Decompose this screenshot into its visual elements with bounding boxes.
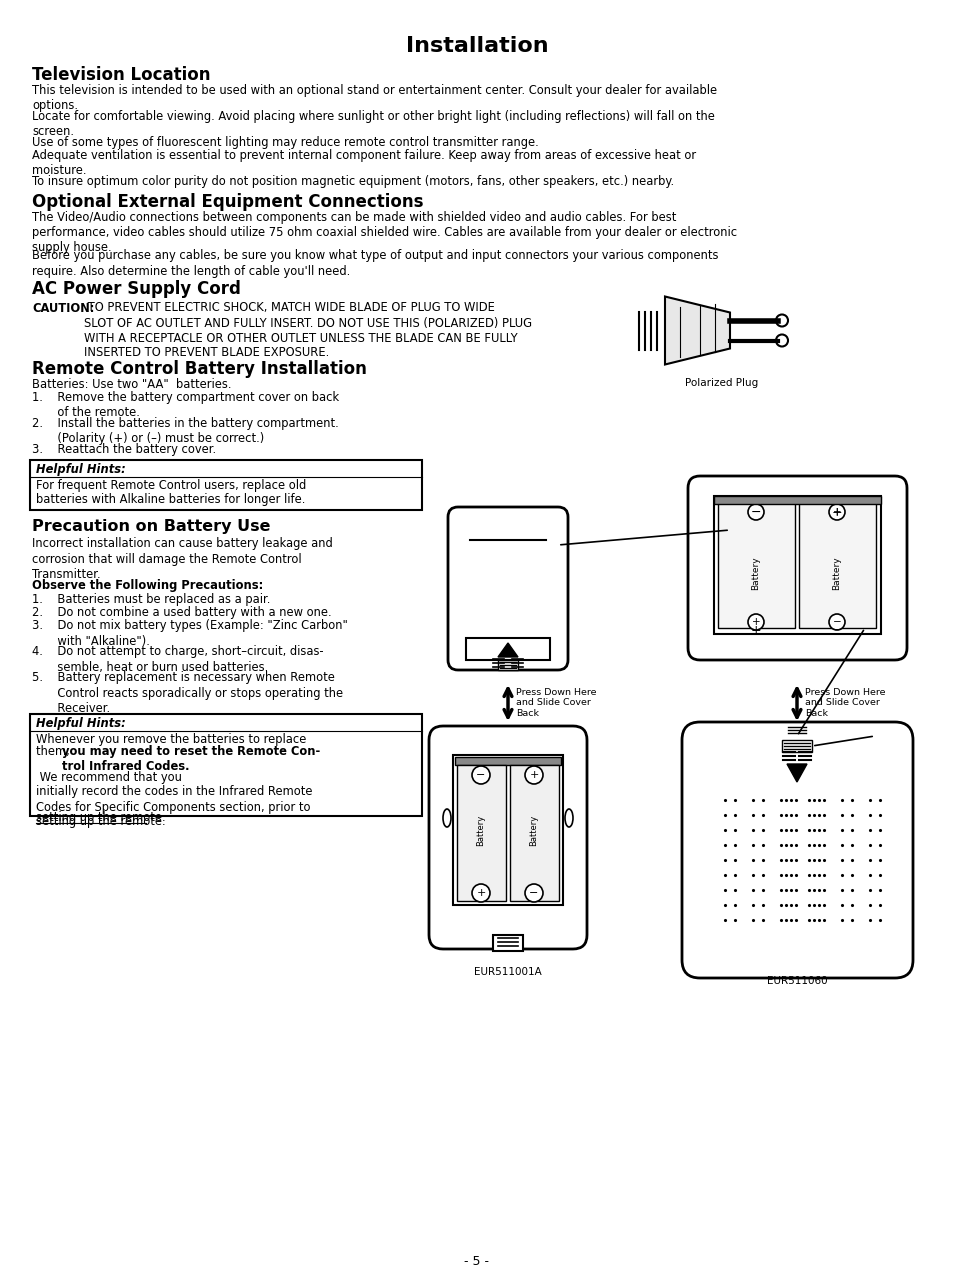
Text: −: −	[751, 508, 760, 516]
Text: To insure optimum color purity do not position magnetic equipment (motors, fans,: To insure optimum color purity do not po…	[32, 176, 674, 188]
Text: Installation: Installation	[405, 36, 548, 56]
Text: Helpful Hints:: Helpful Hints:	[36, 463, 126, 476]
Text: +: +	[529, 770, 538, 780]
Text: TO PREVENT ELECTRIC SHOCK, MATCH WIDE BLADE OF PLUG TO WIDE
SLOT OF AC OUTLET AN: TO PREVENT ELECTRIC SHOCK, MATCH WIDE BL…	[84, 301, 532, 360]
Circle shape	[828, 504, 844, 520]
Text: 3.    Reattach the battery cover.: 3. Reattach the battery cover.	[32, 443, 216, 455]
Text: Press Down Here
and Slide Cover
Back: Press Down Here and Slide Cover Back	[516, 688, 596, 717]
Text: 1.    Batteries must be replaced as a pair.: 1. Batteries must be replaced as a pair.	[32, 593, 270, 605]
Text: Whenever you remove the batteries to replace: Whenever you remove the batteries to rep…	[36, 733, 306, 745]
Text: EUR511001A: EUR511001A	[474, 967, 541, 977]
Text: you may need to reset the Remote Con-
trol Infrared Codes.: you may need to reset the Remote Con- tr…	[62, 745, 319, 773]
Text: setting up the remote.: setting up the remote.	[36, 812, 166, 824]
Bar	[510, 764, 558, 901]
Text: Locate for comfortable viewing. Avoid placing where sunlight or other bright lig: Locate for comfortable viewing. Avoid pl…	[32, 109, 714, 137]
Text: Adequate ventilation is essential to prevent internal component failure. Keep aw: Adequate ventilation is essential to pre…	[32, 150, 696, 178]
Text: Battery: Battery	[832, 556, 841, 590]
Text: +: +	[750, 625, 760, 637]
Bar	[713, 496, 880, 504]
Text: The Video/Audio connections between components can be made with shielded video a: The Video/Audio connections between comp…	[32, 211, 737, 254]
Polygon shape	[497, 644, 517, 658]
Text: +: +	[832, 508, 841, 516]
Circle shape	[775, 314, 787, 327]
Bar	[781, 740, 811, 752]
Circle shape	[747, 614, 763, 630]
Text: Precaution on Battery Use: Precaution on Battery Use	[32, 519, 271, 534]
Circle shape	[828, 614, 844, 630]
Text: 3.    Do not mix battery types (Example: "Zinc Carbon"
       with "Alkaline").: 3. Do not mix battery types (Example: "Z…	[32, 619, 348, 647]
FancyBboxPatch shape	[681, 722, 912, 978]
Text: Remote Control Battery Installation: Remote Control Battery Installation	[32, 360, 367, 378]
Ellipse shape	[442, 809, 451, 827]
Bar	[713, 496, 880, 633]
Text: −: −	[476, 770, 485, 780]
Text: −: −	[832, 617, 841, 627]
Text: Television Location: Television Location	[32, 66, 211, 84]
Text: Before you purchase any cables, be sure you know what type of output and input c: Before you purchase any cables, be sure …	[32, 249, 718, 277]
Bar	[465, 639, 550, 660]
Bar	[718, 502, 794, 628]
Text: Press Down Here
and Slide Cover
Back: Press Down Here and Slide Cover Back	[804, 688, 884, 717]
Text: For frequent Remote Control users, replace old
batteries with Alkaline batteries: For frequent Remote Control users, repla…	[36, 478, 306, 506]
Text: - 5 -: - 5 -	[464, 1255, 489, 1268]
Text: Battery: Battery	[529, 814, 537, 846]
Ellipse shape	[564, 809, 573, 827]
Text: Helpful Hints:: Helpful Hints:	[36, 717, 126, 730]
FancyBboxPatch shape	[687, 476, 906, 660]
Text: −: −	[529, 888, 538, 898]
Text: −: −	[831, 625, 841, 637]
Bar	[799, 502, 875, 628]
Polygon shape	[786, 764, 806, 782]
Text: them,: them,	[36, 745, 73, 758]
Text: This television is intended to be used with an optional stand or entertainment c: This television is intended to be used w…	[32, 84, 717, 112]
Text: Optional External Equipment Connections: Optional External Equipment Connections	[32, 193, 423, 211]
Text: 1.    Remove the battery compartment cover on back
       of the remote.: 1. Remove the battery compartment cover …	[32, 391, 338, 418]
Circle shape	[524, 884, 542, 902]
Circle shape	[524, 766, 542, 784]
Circle shape	[747, 504, 763, 520]
Text: Observe the Following Precautions:: Observe the Following Precautions:	[32, 579, 263, 591]
Bar	[30, 714, 421, 817]
Text: Use of some types of fluorescent lighting may reduce remote control transmitter : Use of some types of fluorescent lightin…	[32, 136, 538, 149]
Text: CAUTION:: CAUTION:	[32, 301, 94, 314]
Text: +: +	[831, 506, 841, 519]
Polygon shape	[664, 296, 729, 365]
Bar	[456, 764, 505, 901]
Text: 5.    Battery replacement is necessary when Remote
       Control reacts sporadi: 5. Battery replacement is necessary when…	[32, 672, 343, 715]
Text: −: −	[750, 506, 760, 519]
Text: 2.    Do not combine a used battery with a new one.: 2. Do not combine a used battery with a …	[32, 605, 332, 619]
Text: 2.    Install the batteries in the battery compartment.
       (Polarity (+) or : 2. Install the batteries in the battery …	[32, 417, 338, 445]
Text: EUR511060: EUR511060	[766, 976, 826, 986]
Circle shape	[472, 884, 490, 902]
Bar	[30, 459, 421, 510]
Bar	[784, 726, 808, 736]
Bar	[493, 935, 522, 951]
Text: Batteries: Use two "AA"  batteries.: Batteries: Use two "AA" batteries.	[32, 378, 232, 391]
Text: Incorrect installation can cause battery leakage and
corrosion that will damage : Incorrect installation can cause battery…	[32, 538, 333, 580]
Bar	[497, 660, 517, 670]
Text: +: +	[476, 888, 485, 898]
Text: Battery: Battery	[751, 556, 760, 590]
Bar	[455, 757, 560, 764]
Text: Battery: Battery	[476, 814, 485, 846]
Text: We recommend that you
initially record the codes in the Infrared Remote
Codes fo: We recommend that you initially record t…	[36, 771, 313, 828]
FancyBboxPatch shape	[448, 508, 567, 670]
Bar	[453, 756, 562, 904]
Circle shape	[775, 335, 787, 346]
Circle shape	[472, 766, 490, 784]
Text: 4.    Do not attempt to charge, short–circuit, disas-
       semble, heat or bur: 4. Do not attempt to charge, short–circu…	[32, 645, 323, 673]
FancyBboxPatch shape	[429, 726, 586, 949]
Text: Polarized Plug: Polarized Plug	[684, 379, 758, 388]
Text: AC Power Supply Cord: AC Power Supply Cord	[32, 280, 240, 298]
Text: +: +	[751, 617, 760, 627]
